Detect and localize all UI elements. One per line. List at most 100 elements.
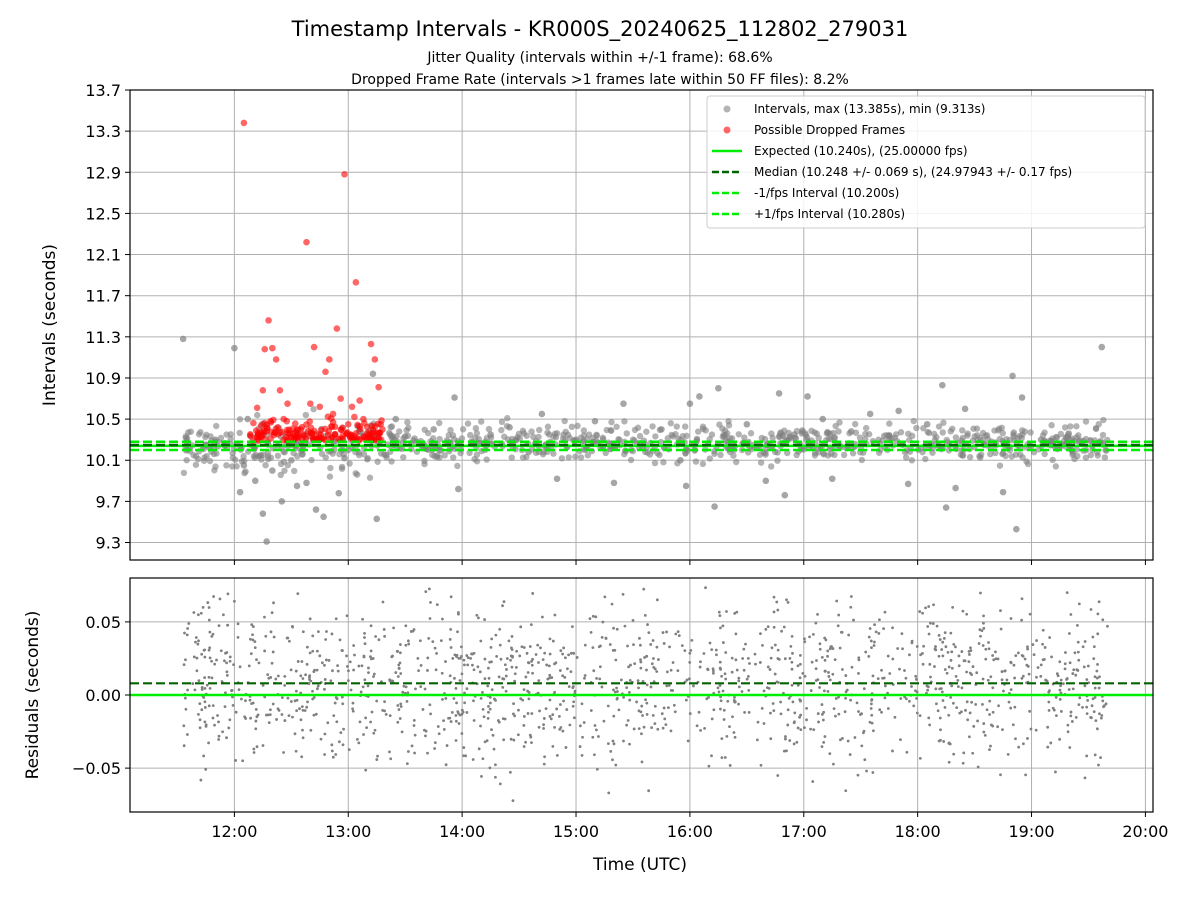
x-tick-label: 13:00 bbox=[325, 822, 371, 841]
residual-point bbox=[204, 723, 208, 727]
interval-point bbox=[880, 432, 888, 440]
residual-point bbox=[649, 685, 653, 689]
residual-point bbox=[301, 677, 305, 680]
residual-point bbox=[494, 763, 497, 767]
residual-point bbox=[939, 728, 942, 732]
residual-point bbox=[597, 735, 600, 738]
residual-point bbox=[637, 727, 641, 731]
residual-point bbox=[760, 706, 764, 710]
residual-point bbox=[364, 768, 368, 772]
residual-point bbox=[943, 631, 947, 635]
residual-point bbox=[862, 687, 866, 691]
residual-point bbox=[867, 654, 871, 658]
residual-point bbox=[472, 651, 476, 655]
residual-point bbox=[820, 655, 824, 659]
interval-point bbox=[344, 446, 352, 454]
residual-point bbox=[545, 663, 549, 667]
interval-point bbox=[1049, 456, 1056, 464]
interval-point bbox=[255, 453, 262, 460]
residual-point bbox=[1026, 647, 1029, 651]
residual-point bbox=[615, 627, 619, 631]
residual-point bbox=[221, 730, 225, 734]
dropped-point bbox=[344, 420, 352, 428]
residual-point bbox=[814, 667, 818, 671]
residual-point bbox=[870, 713, 874, 717]
residual-point bbox=[686, 739, 690, 743]
residual-point bbox=[956, 685, 960, 688]
residual-point bbox=[267, 721, 271, 725]
residual-point bbox=[449, 720, 453, 723]
interval-point bbox=[922, 455, 929, 463]
residual-point bbox=[462, 754, 466, 758]
residual-point bbox=[769, 656, 773, 660]
residual-point bbox=[551, 713, 555, 717]
residual-point bbox=[753, 652, 757, 656]
residual-point bbox=[225, 673, 229, 677]
residual-point bbox=[383, 709, 386, 713]
residual-point bbox=[197, 679, 201, 683]
residual-point bbox=[522, 646, 526, 649]
residual-point bbox=[591, 735, 595, 739]
residual-point bbox=[964, 708, 967, 712]
residual-point bbox=[737, 676, 741, 680]
residual-point bbox=[212, 595, 216, 598]
residual-point bbox=[451, 656, 455, 660]
residual-point bbox=[424, 734, 427, 738]
residual-point bbox=[798, 715, 801, 719]
residual-point bbox=[489, 645, 493, 649]
interval-point bbox=[964, 430, 971, 437]
dropped-point bbox=[263, 427, 271, 435]
residual-point bbox=[886, 707, 890, 710]
interval-point bbox=[966, 453, 974, 461]
residual-point bbox=[1093, 695, 1097, 699]
residual-point bbox=[1051, 706, 1055, 710]
interval-point bbox=[393, 433, 400, 440]
residual-point bbox=[264, 713, 268, 717]
residual-point bbox=[912, 704, 916, 708]
residual-point bbox=[352, 644, 356, 647]
residual-point bbox=[216, 714, 219, 717]
interval-point bbox=[236, 416, 244, 423]
interval-point bbox=[277, 460, 285, 468]
residual-point bbox=[982, 614, 985, 618]
y-tick-label: 13.3 bbox=[85, 122, 121, 141]
interval-point bbox=[1082, 454, 1090, 461]
residual-point bbox=[1074, 673, 1078, 677]
residual-point bbox=[516, 733, 520, 737]
residual-point bbox=[667, 706, 670, 709]
interval-point bbox=[784, 449, 791, 457]
interval-point bbox=[669, 433, 677, 440]
residual-point bbox=[323, 753, 326, 756]
interval-point bbox=[310, 405, 317, 413]
interval-point bbox=[341, 454, 348, 462]
interval-point bbox=[565, 454, 572, 461]
residual-point bbox=[722, 641, 725, 644]
residual-point bbox=[531, 671, 534, 675]
residual-point bbox=[413, 751, 416, 755]
residual-point bbox=[345, 654, 348, 658]
interval-point bbox=[939, 429, 946, 436]
residual-point bbox=[733, 700, 737, 704]
residual-point bbox=[348, 660, 352, 664]
residual-point bbox=[728, 764, 732, 767]
residual-point bbox=[910, 639, 914, 643]
residual-point bbox=[632, 727, 636, 731]
interval-point bbox=[501, 433, 508, 440]
residual-point bbox=[914, 689, 917, 693]
residual-point bbox=[944, 645, 948, 649]
residual-point bbox=[476, 665, 480, 669]
interval-point bbox=[673, 423, 680, 430]
interval-point bbox=[240, 453, 247, 460]
interval-point bbox=[244, 415, 251, 423]
residual-point bbox=[626, 719, 630, 722]
residual-point bbox=[725, 610, 728, 613]
residual-point bbox=[306, 700, 309, 704]
interval-point bbox=[1027, 429, 1034, 436]
residual-point bbox=[469, 656, 472, 660]
interval-point bbox=[1069, 449, 1077, 457]
residual-point bbox=[300, 660, 304, 663]
residual-point bbox=[715, 653, 718, 657]
residual-point bbox=[290, 624, 294, 628]
residual-point bbox=[954, 674, 958, 678]
residual-point bbox=[234, 759, 237, 762]
